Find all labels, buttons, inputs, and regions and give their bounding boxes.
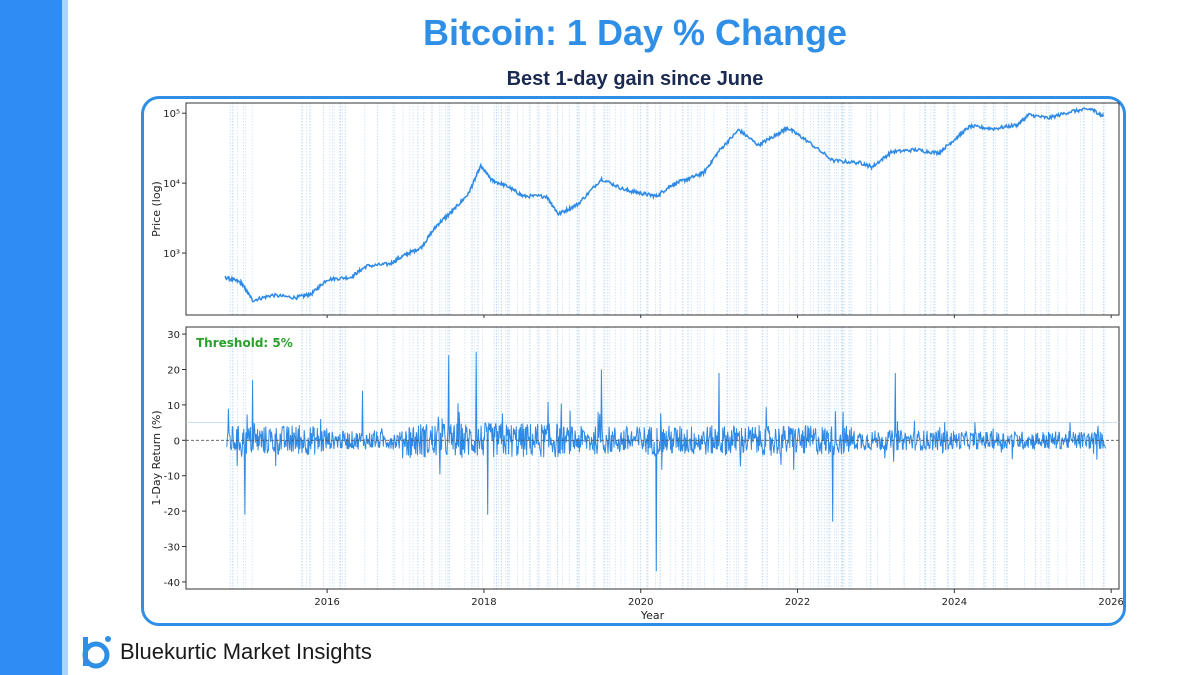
xlabel: Year xyxy=(640,609,665,622)
chart-svg: 10³ 10⁴ 10⁵ Price (log) -40 -30 -20 -10 0 10 20 30 1… xyxy=(150,102,1123,622)
bluekurtic-logo-icon xyxy=(82,636,111,669)
footer: Bluekurtic Market Insights xyxy=(78,630,372,674)
xtick-label: 2026 xyxy=(1098,597,1123,608)
price-ytick-label: 10⁴ xyxy=(163,179,180,190)
xtick-label: 2020 xyxy=(628,597,653,608)
price-ytick-label: 10⁵ xyxy=(163,109,180,120)
xtick-label: 2022 xyxy=(785,597,810,608)
returns-ytick-label: -40 xyxy=(164,578,180,589)
returns-ytick-label: 20 xyxy=(167,365,180,376)
price-panel-frame xyxy=(185,102,1120,316)
returns-series-line xyxy=(226,351,1107,572)
returns-ytick-label: 30 xyxy=(167,330,180,341)
threshold-annotation: Threshold: 5% xyxy=(196,336,293,350)
price-series-line xyxy=(224,106,1105,303)
returns-ytick-label: -20 xyxy=(164,507,180,518)
xtick-label: 2016 xyxy=(314,597,339,608)
returns-ytick-label: -30 xyxy=(164,543,180,554)
page-title: Bitcoin: 1 Day % Change xyxy=(422,12,848,53)
returns-ytick-label: 0 xyxy=(174,436,180,447)
price-ytick-label: 10³ xyxy=(163,249,180,260)
xtick-label: 2018 xyxy=(471,597,496,608)
left-accent-bar xyxy=(0,0,68,675)
chart-frame: 10³ 10⁴ 10⁵ Price (log) -40 -30 -20 -10 0 10 20 30 1… xyxy=(141,96,1126,626)
brand-name: Bluekurtic Market Insights xyxy=(120,639,372,664)
returns-ytick-label: 10 xyxy=(167,401,180,412)
xtick-label: 2024 xyxy=(942,597,967,608)
returns-panel-frame xyxy=(185,326,1120,590)
event-lines xyxy=(229,103,1106,589)
page-subtitle: Best 1-day gain since June xyxy=(506,68,764,90)
returns-ylabel: 1-Day Return (%) xyxy=(150,410,163,505)
returns-ytick-label: -10 xyxy=(164,472,180,483)
price-ylabel: Price (log) xyxy=(150,181,163,237)
